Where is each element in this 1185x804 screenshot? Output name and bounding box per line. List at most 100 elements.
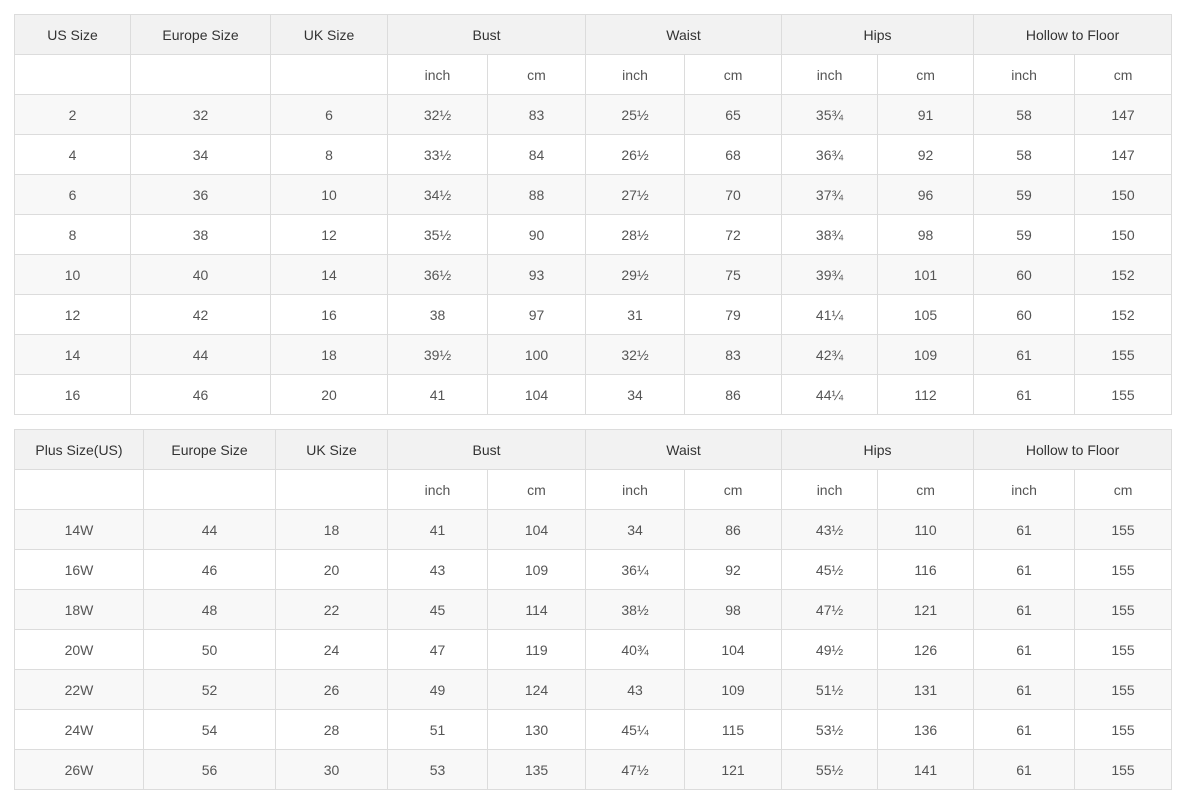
size-cell: 65 xyxy=(684,94,783,135)
size-cell: 88 xyxy=(486,174,587,215)
size-cell: 152 xyxy=(1074,254,1173,295)
size-cell: 34½ xyxy=(387,174,488,215)
size-row: 24W 54 28 51 130 45¼ 115 53½ 136 61 155 xyxy=(14,709,1173,750)
size-cell: 36¾ xyxy=(781,134,879,175)
size-cell: 83 xyxy=(684,334,783,375)
size-cell: 124 xyxy=(486,669,587,710)
col-header-uk-size: UK Size xyxy=(270,14,388,55)
size-cell: 22W xyxy=(14,669,144,710)
size-cell: 32½ xyxy=(585,334,686,375)
size-cell: 135 xyxy=(486,749,587,790)
unit-header-bust-inch: inch xyxy=(387,469,488,510)
unit-header-row: inch cm inch cm inch cm inch cm xyxy=(14,469,1173,510)
size-cell: 112 xyxy=(877,374,975,415)
size-cell: 44¼ xyxy=(781,374,879,415)
standard-size-rows: 2 32 6 32½ 83 25½ 65 35¾ 91 58 147 4 34 8 33½ 84 26½ 68 36… xyxy=(14,94,1173,415)
unit-header-waist-inch: inch xyxy=(585,469,686,510)
size-cell: 147 xyxy=(1074,134,1173,175)
size-cell: 61 xyxy=(973,669,1076,710)
unit-header-bust-inch: inch xyxy=(387,54,488,95)
size-cell: 104 xyxy=(486,374,587,415)
plus-size-table: Plus Size(US) Europe Size UK Size Bust W… xyxy=(14,429,1173,790)
size-cell: 28 xyxy=(275,709,388,750)
size-cell: 45¼ xyxy=(585,709,686,750)
size-cell: 100 xyxy=(486,334,587,375)
plus-size-rows: 14W 44 18 41 104 34 86 43½ 110 61 155 16W 46 20 43 109 3… xyxy=(14,509,1173,790)
size-cell: 41 xyxy=(387,509,488,550)
size-cell: 59 xyxy=(973,214,1076,255)
size-cell: 61 xyxy=(973,629,1076,670)
size-cell: 58 xyxy=(973,134,1076,175)
size-cell: 155 xyxy=(1074,709,1173,750)
size-cell: 115 xyxy=(684,709,783,750)
size-cell: 22 xyxy=(275,589,388,630)
header-row: Plus Size(US) Europe Size UK Size Bust W… xyxy=(14,429,1173,470)
unit-header-hollow-cm: cm xyxy=(1074,469,1173,510)
size-cell: 121 xyxy=(877,589,975,630)
size-cell: 155 xyxy=(1074,629,1173,670)
size-cell: 14 xyxy=(14,334,131,375)
col-header-europe-size: Europe Size xyxy=(130,14,271,55)
size-cell: 39¾ xyxy=(781,254,879,295)
size-cell: 38¾ xyxy=(781,214,879,255)
size-cell: 6 xyxy=(270,94,388,135)
unit-header-waist-inch: inch xyxy=(585,54,686,95)
empty-header-cell xyxy=(275,469,388,510)
size-cell: 34 xyxy=(585,374,686,415)
size-cell: 92 xyxy=(684,549,783,590)
col-header-hollow-to-floor: Hollow to Floor xyxy=(973,429,1173,470)
size-row: 6 36 10 34½ 88 27½ 70 37¾ 96 59 150 xyxy=(14,174,1173,215)
size-cell: 36 xyxy=(130,174,271,215)
size-cell: 61 xyxy=(973,509,1076,550)
size-row: 2 32 6 32½ 83 25½ 65 35¾ 91 58 147 xyxy=(14,94,1173,135)
size-cell: 43 xyxy=(387,549,488,590)
size-cell: 38 xyxy=(130,214,271,255)
size-row: 16W 46 20 43 109 36¼ 92 45½ 116 61 155 xyxy=(14,549,1173,590)
size-cell: 12 xyxy=(270,214,388,255)
unit-header-hollow-inch: inch xyxy=(973,54,1076,95)
size-cell: 155 xyxy=(1074,374,1173,415)
size-cell: 44 xyxy=(143,509,276,550)
size-cell: 59 xyxy=(973,174,1076,215)
size-cell: 10 xyxy=(14,254,131,295)
size-cell: 36½ xyxy=(387,254,488,295)
size-cell: 40¾ xyxy=(585,629,686,670)
size-cell: 46 xyxy=(130,374,271,415)
size-cell: 20 xyxy=(275,549,388,590)
col-header-uk-size: UK Size xyxy=(275,429,388,470)
size-row: 16 46 20 41 104 34 86 44¼ 112 61 155 xyxy=(14,374,1173,415)
size-cell: 109 xyxy=(684,669,783,710)
size-cell: 30 xyxy=(275,749,388,790)
size-cell: 45½ xyxy=(781,549,879,590)
size-row: 10 40 14 36½ 93 29½ 75 39¾ 101 60 152 xyxy=(14,254,1173,295)
size-cell: 43½ xyxy=(781,509,879,550)
unit-header-waist-cm: cm xyxy=(684,54,783,95)
size-cell: 38½ xyxy=(585,589,686,630)
size-cell: 49 xyxy=(387,669,488,710)
size-cell: 114 xyxy=(486,589,587,630)
size-row: 20W 50 24 47 119 40¾ 104 49½ 126 61 155 xyxy=(14,629,1173,670)
empty-header-cell xyxy=(143,469,276,510)
size-cell: 47½ xyxy=(585,749,686,790)
size-row: 14 44 18 39½ 100 32½ 83 42¾ 109 61 155 xyxy=(14,334,1173,375)
size-cell: 51 xyxy=(387,709,488,750)
size-cell: 60 xyxy=(973,294,1076,335)
size-cell: 16W xyxy=(14,549,144,590)
size-cell: 70 xyxy=(684,174,783,215)
size-cell: 150 xyxy=(1074,214,1173,255)
size-cell: 16 xyxy=(270,294,388,335)
unit-header-hips-cm: cm xyxy=(877,469,975,510)
size-cell: 68 xyxy=(684,134,783,175)
size-cell: 4 xyxy=(14,134,131,175)
size-cell: 53½ xyxy=(781,709,879,750)
size-cell: 20W xyxy=(14,629,144,670)
size-cell: 26½ xyxy=(585,134,686,175)
size-cell: 131 xyxy=(877,669,975,710)
size-row: 18W 48 22 45 114 38½ 98 47½ 121 61 155 xyxy=(14,589,1173,630)
col-header-bust: Bust xyxy=(386,14,587,55)
size-row: 14W 44 18 41 104 34 86 43½ 110 61 155 xyxy=(14,509,1173,550)
size-cell: 32½ xyxy=(387,94,488,135)
size-cell: 155 xyxy=(1074,589,1173,630)
size-cell: 24W xyxy=(14,709,144,750)
